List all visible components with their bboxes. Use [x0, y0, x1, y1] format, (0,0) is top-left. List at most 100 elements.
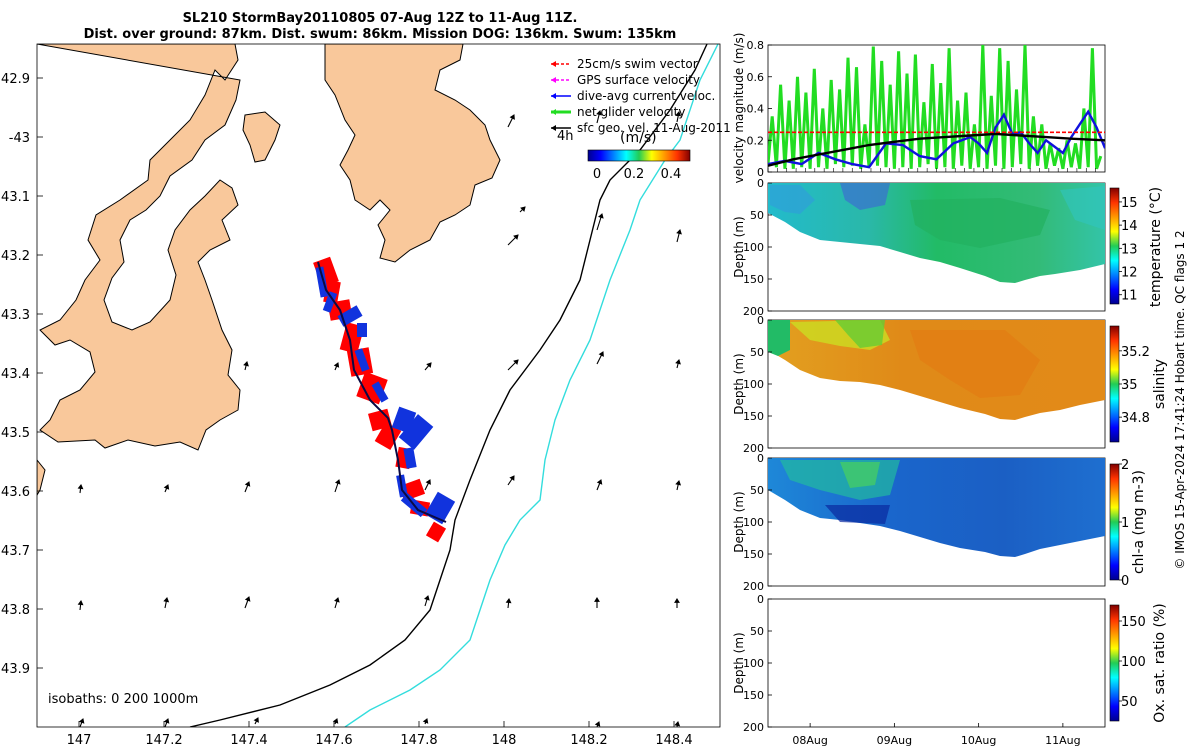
track-red-vector	[374, 421, 402, 451]
time-xtick-label: 08Aug	[792, 734, 827, 747]
velocity-arrow	[675, 359, 681, 369]
depth-ytick-label: 150	[743, 689, 764, 702]
velocity-y-axis: 0 0.2 0.4 0.6 0.8	[747, 39, 1096, 179]
map-ytick-label: 43.9	[1, 662, 30, 677]
map-xtick-label: 148.2	[570, 733, 607, 748]
copyright-note: © IMOS 15-Apr-2024 17:41:24 Hobart time.…	[1173, 230, 1187, 569]
velocity-arrow	[78, 718, 85, 727]
velocity-arrow	[244, 481, 251, 493]
colorbar-prefix: 4h	[557, 129, 574, 144]
chla-y-axis: 0 50 100 150 200	[743, 452, 772, 593]
colorbar-tick-label: 11	[1121, 289, 1138, 304]
oxygen-cbar-label: Ox. sat. ratio (%)	[1152, 603, 1168, 722]
depth-ytick-label: 50	[750, 346, 764, 359]
depth-ytick-label: 100	[743, 657, 764, 670]
track-blue-vector	[357, 323, 367, 337]
colorbar-tick-label: 2	[1121, 458, 1129, 473]
depth-ytick-label: 150	[743, 410, 764, 423]
legend-arrowhead	[551, 77, 556, 83]
depth-ytick-label: 100	[743, 378, 764, 391]
salinity-colorbar	[1109, 325, 1120, 443]
map-colorbar-ticks: 0 0.2 0.4	[593, 167, 681, 182]
land-east-peninsula	[324, 44, 501, 263]
velocity-panel: 0 0.2 0.4 0.6 0.8 velocity magnitude (m/s)	[732, 33, 1106, 184]
chla-colorbar-ticks: 0 1 2	[1119, 458, 1129, 589]
colorbar-tick-label: 34.8	[1121, 411, 1150, 426]
velocity-arrow	[77, 600, 84, 611]
velocity-arrow	[676, 229, 682, 243]
map-xtick-label: 147.4	[230, 733, 267, 748]
map-xtick-label: 148.4	[655, 733, 692, 748]
isobath-1000m	[344, 44, 719, 727]
geo-velocity-track-black	[189, 44, 708, 727]
velocity-arrow	[675, 111, 682, 123]
velocity-arrow	[77, 484, 84, 494]
legend-label: GPS surface velocity	[577, 73, 700, 87]
oxygen-panel	[767, 598, 1106, 728]
velocity-arrow	[505, 598, 512, 609]
title-line-1: SL210 StormBay20110805 07-Aug 12Z to 11-…	[183, 11, 578, 26]
map-colorbar-tick-label: 0	[593, 167, 601, 182]
time-xtick-label: 10Aug	[961, 734, 996, 747]
map-ytick-label: 43.2	[1, 249, 30, 264]
map-ytick-label: 43.6	[1, 485, 30, 500]
velocity-arrow	[507, 114, 515, 128]
velocity-arrow	[596, 351, 604, 365]
velocity-series-line	[768, 132, 1105, 167]
track-blue-vector	[398, 414, 434, 450]
velocity-arrow	[594, 721, 601, 727]
oxygen-colorbar-ticks: 50 100 150	[1119, 615, 1146, 710]
map-ytick-label: 43.1	[1, 190, 30, 205]
map-xtick-label: 147.8	[400, 733, 437, 748]
land-west	[37, 44, 241, 451]
time-xtick-label: 09Aug	[877, 734, 912, 747]
track-red-vector	[425, 521, 447, 543]
map-ytick-label: -43	[9, 131, 30, 146]
salinity-ylabel: Depth (m)	[732, 353, 746, 414]
velocity-ytick-label: 0.6	[747, 71, 765, 84]
depth-ytick-label: 200	[743, 305, 764, 318]
chla-panel	[767, 457, 1106, 587]
velocity-ytick-label: 0.4	[747, 103, 765, 116]
depth-ytick-label: 100	[743, 516, 764, 529]
land-north-islet	[242, 111, 281, 163]
map-xtick-label: 147.2	[145, 733, 182, 748]
map-xtick-label: 147	[67, 733, 92, 748]
temperature-panel	[767, 182, 1106, 312]
depth-ytick-label: 0	[757, 593, 764, 606]
legend-arrowhead	[551, 109, 556, 115]
colorbar-tick-label: 0	[1121, 574, 1129, 589]
velocity-arrow	[332, 718, 339, 725]
velocity-arrow	[596, 110, 602, 124]
depth-ytick-label: 150	[743, 548, 764, 561]
velocity-arrow	[519, 206, 526, 213]
velocity-ytick-label: 0.8	[747, 39, 765, 52]
velocity-arrow	[163, 718, 170, 727]
map-xtick-label: 147.6	[315, 733, 352, 748]
velocity-ylabel: velocity magnitude (m/s)	[732, 33, 746, 184]
title-line-2: Dist. over ground: 87km. Dist. swum: 86k…	[84, 27, 677, 42]
velocity-arrow	[675, 480, 682, 491]
time-xtick-label: 11Aug	[1045, 734, 1080, 747]
map-panel: 147 147.2 147.4 147.6 147.8 148 148.2 148.4 42.…	[1, 43, 731, 748]
salinity-panel	[767, 319, 1106, 449]
isobaths-label: isobaths: 0 200 1000m	[48, 692, 198, 707]
depth-ytick-label: 50	[750, 484, 764, 497]
velocity-arrow	[333, 362, 340, 371]
temperature-y-axis: 0 50 100 150 200	[743, 177, 772, 318]
temperature-colorbar-ticks: 11 12 13 14 15	[1119, 196, 1138, 304]
oxygen-ylabel: Depth (m)	[732, 632, 746, 693]
velocity-arrow	[163, 597, 170, 609]
land-sw-point	[37, 459, 46, 496]
colorbar-tick-label: 13	[1121, 242, 1138, 257]
legend-arrowhead	[551, 125, 556, 131]
colorbar-tick-label: 35.2	[1121, 345, 1150, 360]
chla-cbar-label: chl-a (mg m-3)	[1131, 470, 1147, 574]
velocity-arrow	[424, 595, 430, 607]
map-colorbar-tick-label: 0.4	[661, 167, 682, 182]
colorbar-tick-label: 50	[1121, 695, 1138, 710]
legend-label: sfc geo. vel. 11-Aug-2011	[577, 121, 731, 135]
depth-ytick-label: 0	[757, 314, 764, 327]
map-ytick-label: 43.4	[1, 367, 30, 382]
